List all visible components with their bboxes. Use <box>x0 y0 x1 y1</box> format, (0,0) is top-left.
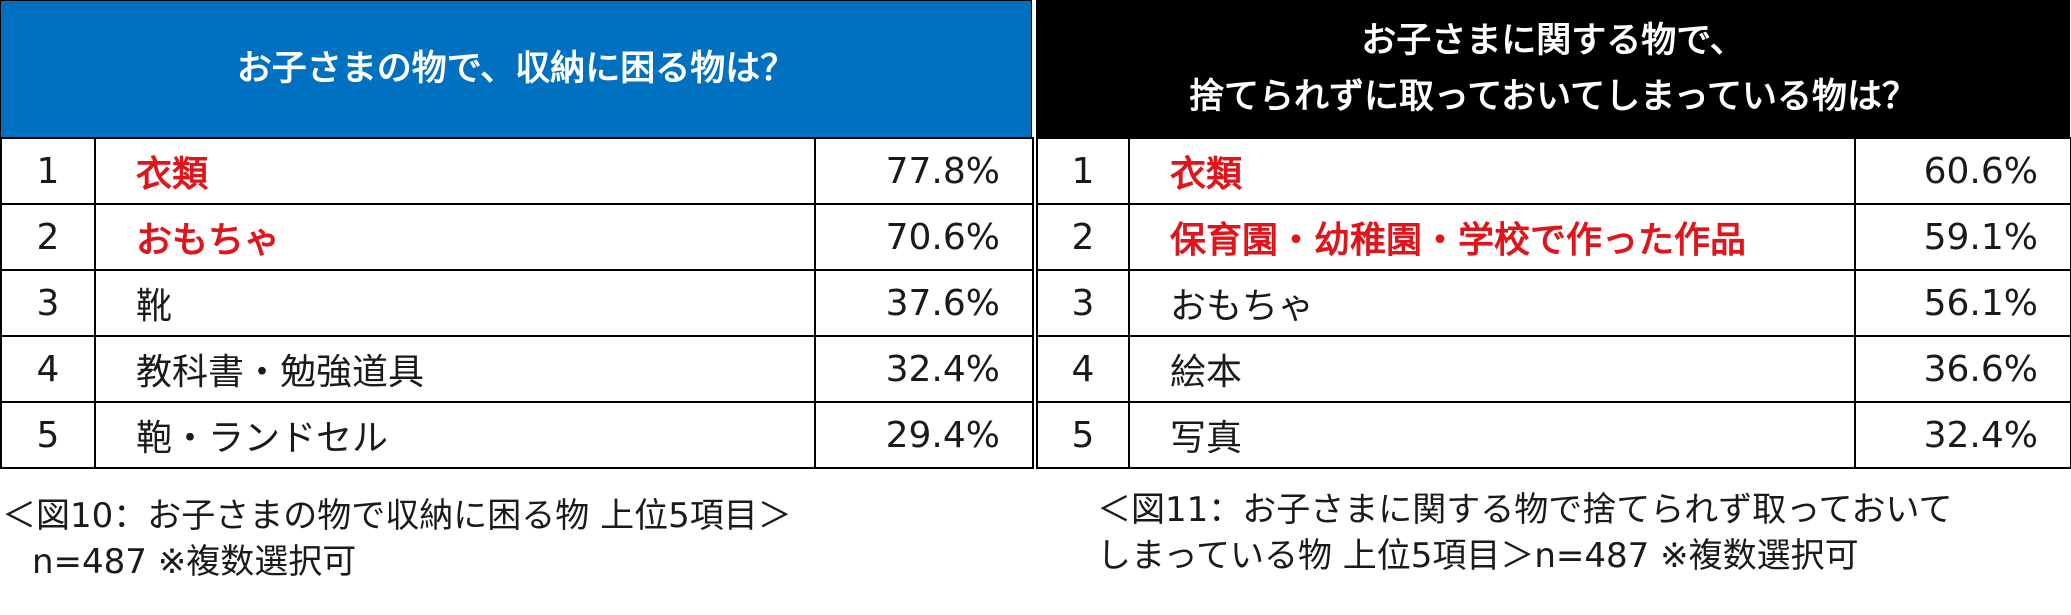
left-table-value-cell: 70.6% <box>814 203 1034 271</box>
left-table-row: 4 教科書・勉強道具 32.4% <box>0 335 1034 403</box>
left-ranking-panel: お子さまの物で、収納に困る物は？ 1 衣類 77.8% 2 おもちゃ 70.6% 3 靴 37.… <box>0 0 1034 469</box>
right-table-row: 5 写真 32.4% <box>1036 401 2071 469</box>
left-table-value-cell: 37.6% <box>814 269 1034 337</box>
right-table-value-cell: 59.1% <box>1854 203 2071 271</box>
left-table-item-cell: おもちゃ <box>94 203 816 271</box>
left-table-value-cell: 77.8% <box>814 137 1034 205</box>
right-table-header: お子さまに関する物で、 捨てられずに取っておいてしまっている物は？ <box>1036 0 2070 137</box>
right-ranking-panel: お子さまに関する物で、 捨てられずに取っておいてしまっている物は？ 1 衣類 60.… <box>1036 0 2071 469</box>
right-table-row: 4 絵本 36.6% <box>1036 335 2071 403</box>
right-table-rank-cell: 1 <box>1036 137 1130 205</box>
right-table-row: 3 おもちゃ 56.1% <box>1036 269 2071 337</box>
right-table-value-cell: 36.6% <box>1854 335 2071 403</box>
left-figure-caption: ＜図10：お子さまの物で収納に困る物 上位5項目＞ n=487 ※複数選択可 <box>2 493 792 585</box>
right-caption-line-2: しまっている物 上位5項目＞n=487 ※複数選択可 <box>1097 536 1859 576</box>
right-table-rank-cell: 2 <box>1036 203 1130 271</box>
right-table-item-cell: 絵本 <box>1128 335 1856 403</box>
left-table-row: 2 おもちゃ 70.6% <box>0 203 1034 271</box>
right-table-value-cell: 60.6% <box>1854 137 2071 205</box>
left-table-item-cell: 靴 <box>94 269 816 337</box>
right-table-item-cell: 写真 <box>1128 401 1856 469</box>
right-caption-line-1: ＜図11：お子さまに関する物で捨てられず取っておいて <box>1097 490 1953 530</box>
right-ranking-table: 1 衣類 60.6% 2 保育園・幼稚園・学校で作った作品 59.1% 3 おもちゃ 56.1%… <box>1036 137 2071 469</box>
right-table-title-line-1: お子さまに関する物で、 <box>1361 21 1745 61</box>
right-table-item-cell: おもちゃ <box>1128 269 1856 337</box>
left-caption-line-1: ＜図10：お子さまの物で収納に困る物 上位5項目＞ <box>2 496 792 536</box>
left-table-title-line-1: お子さまの物で、収納に困る物は？ <box>236 49 796 89</box>
right-table-title-line-2: 捨てられずに取っておいてしまっている物は？ <box>1188 77 1917 117</box>
right-table-rank-cell: 3 <box>1036 269 1130 337</box>
right-table-row: 1 衣類 60.6% <box>1036 137 2071 205</box>
left-table-rank-cell: 3 <box>0 269 96 337</box>
left-table-item-cell: 教科書・勉強道具 <box>94 335 816 403</box>
left-ranking-table: 1 衣類 77.8% 2 おもちゃ 70.6% 3 靴 37.6% 4 教科書・勉強道具 32.4% 5… <box>0 137 1034 469</box>
left-table-rank-cell: 4 <box>0 335 96 403</box>
left-table-rank-cell: 5 <box>0 401 96 469</box>
right-table-rank-cell: 5 <box>1036 401 1130 469</box>
right-table-value-cell: 56.1% <box>1854 269 2071 337</box>
right-table-value-cell: 32.4% <box>1854 401 2071 469</box>
left-table-row: 1 衣類 77.8% <box>0 137 1034 205</box>
left-table-row: 3 靴 37.6% <box>0 269 1034 337</box>
right-table-row: 2 保育園・幼稚園・学校で作った作品 59.1% <box>1036 203 2071 271</box>
right-figure-caption: ＜図11：お子さまに関する物で捨てられず取っておいて しまっている物 上位5項目… <box>1097 487 1953 579</box>
left-table-row: 5 鞄・ランドセル 29.4% <box>0 401 1034 469</box>
left-table-item-cell: 鞄・ランドセル <box>94 401 816 469</box>
left-table-item-cell: 衣類 <box>94 137 816 205</box>
right-table-rank-cell: 4 <box>1036 335 1130 403</box>
left-table-rank-cell: 2 <box>0 203 96 271</box>
left-table-header: お子さまの物で、収納に困る物は？ <box>0 0 1032 137</box>
left-caption-line-2: n=487 ※複数選択可 <box>32 542 357 582</box>
right-table-item-cell: 保育園・幼稚園・学校で作った作品 <box>1128 203 1856 271</box>
right-table-item-cell: 衣類 <box>1128 137 1856 205</box>
left-table-value-cell: 29.4% <box>814 401 1034 469</box>
left-table-value-cell: 32.4% <box>814 335 1034 403</box>
left-table-rank-cell: 1 <box>0 137 96 205</box>
